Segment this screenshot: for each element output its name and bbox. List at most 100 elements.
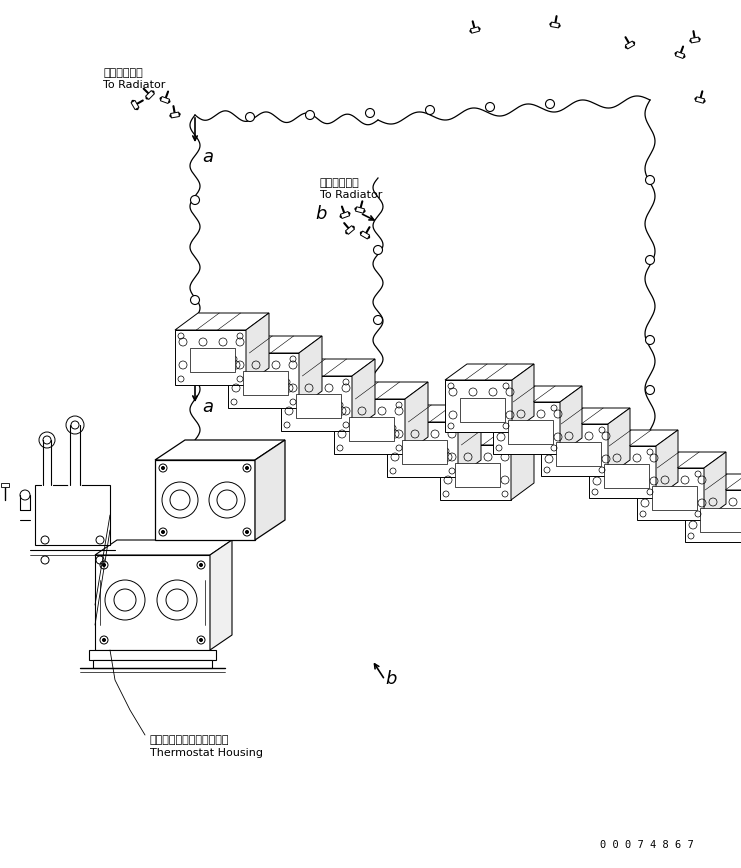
Polygon shape [175, 313, 269, 330]
Text: a: a [202, 398, 213, 416]
Circle shape [305, 110, 314, 120]
Polygon shape [356, 207, 365, 214]
Polygon shape [145, 90, 154, 100]
Polygon shape [95, 540, 232, 555]
Polygon shape [170, 112, 179, 118]
Polygon shape [296, 394, 341, 418]
Polygon shape [93, 660, 212, 668]
Circle shape [485, 102, 494, 111]
Polygon shape [190, 348, 235, 372]
Circle shape [102, 563, 105, 567]
Text: サーモスタットハウジング: サーモスタットハウジング [150, 735, 230, 745]
Polygon shape [131, 101, 139, 109]
Polygon shape [243, 371, 288, 395]
Polygon shape [541, 408, 630, 424]
Circle shape [245, 466, 248, 470]
Polygon shape [345, 226, 354, 234]
Polygon shape [445, 380, 512, 432]
Polygon shape [458, 405, 481, 477]
Polygon shape [360, 231, 370, 239]
Polygon shape [334, 399, 405, 454]
Polygon shape [652, 486, 697, 510]
Polygon shape [455, 463, 500, 487]
Polygon shape [440, 445, 511, 500]
Polygon shape [387, 405, 481, 422]
Polygon shape [511, 428, 534, 500]
Circle shape [373, 315, 382, 325]
Text: To Radiator: To Radiator [103, 80, 165, 90]
Polygon shape [440, 428, 534, 445]
Polygon shape [160, 96, 170, 103]
Circle shape [373, 246, 382, 254]
Text: ラジエータへ: ラジエータへ [103, 68, 143, 78]
Polygon shape [95, 555, 210, 650]
Polygon shape [155, 460, 255, 540]
Polygon shape [460, 398, 505, 422]
Polygon shape [155, 440, 285, 460]
Text: ラジエータへ: ラジエータへ [320, 178, 359, 188]
Polygon shape [696, 96, 705, 103]
Text: b: b [315, 205, 326, 223]
Circle shape [425, 106, 434, 115]
Polygon shape [704, 452, 726, 520]
Circle shape [102, 639, 105, 641]
Circle shape [199, 639, 202, 641]
Polygon shape [228, 336, 322, 353]
Text: 0 0 0 7 4 8 6 7: 0 0 0 7 4 8 6 7 [600, 840, 694, 850]
Circle shape [162, 466, 165, 470]
Circle shape [162, 530, 165, 534]
Circle shape [245, 113, 254, 122]
Polygon shape [255, 440, 285, 540]
Polygon shape [299, 336, 322, 408]
Polygon shape [1, 483, 9, 487]
Polygon shape [281, 376, 352, 431]
Circle shape [645, 385, 654, 394]
Polygon shape [604, 464, 649, 488]
Polygon shape [340, 212, 350, 219]
Polygon shape [471, 27, 479, 33]
Text: a: a [202, 148, 213, 166]
Polygon shape [493, 386, 582, 402]
Polygon shape [637, 468, 704, 520]
Circle shape [199, 563, 202, 567]
Polygon shape [656, 430, 678, 498]
Polygon shape [551, 22, 559, 28]
Polygon shape [352, 359, 375, 431]
Text: Thermostat Housing: Thermostat Housing [150, 748, 263, 758]
Polygon shape [35, 485, 110, 545]
Polygon shape [541, 424, 608, 476]
Polygon shape [560, 386, 582, 454]
Polygon shape [210, 540, 232, 650]
Polygon shape [493, 402, 560, 454]
Polygon shape [387, 422, 458, 477]
Polygon shape [512, 364, 534, 432]
Circle shape [190, 376, 199, 385]
Polygon shape [281, 359, 375, 376]
Polygon shape [589, 446, 656, 498]
Circle shape [373, 385, 382, 394]
Circle shape [645, 175, 654, 185]
Circle shape [645, 255, 654, 265]
Polygon shape [246, 313, 269, 385]
Polygon shape [405, 382, 428, 454]
Polygon shape [508, 420, 553, 444]
Polygon shape [700, 508, 741, 532]
Polygon shape [175, 330, 246, 385]
Polygon shape [445, 364, 534, 380]
Polygon shape [637, 452, 726, 468]
Circle shape [365, 108, 374, 117]
Text: To Radiator: To Radiator [320, 190, 382, 200]
Polygon shape [89, 650, 216, 660]
Polygon shape [228, 353, 299, 408]
Polygon shape [349, 417, 394, 441]
Polygon shape [608, 408, 630, 476]
Polygon shape [556, 442, 601, 466]
Circle shape [545, 100, 554, 108]
Polygon shape [625, 41, 634, 49]
Polygon shape [685, 474, 741, 490]
Polygon shape [334, 382, 428, 399]
Polygon shape [685, 490, 741, 542]
Circle shape [645, 336, 654, 345]
Circle shape [190, 295, 199, 305]
Polygon shape [676, 51, 685, 58]
